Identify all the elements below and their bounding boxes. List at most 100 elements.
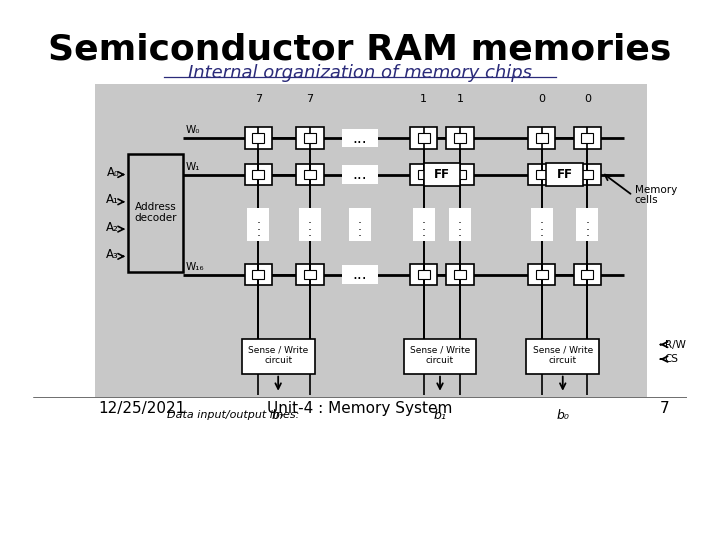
Text: FF: FF (557, 168, 572, 181)
Text: .: . (458, 213, 462, 226)
Text: .: . (540, 213, 544, 226)
Bar (418, 133, 430, 143)
Text: .: . (585, 213, 589, 226)
Text: CS: CS (665, 354, 678, 364)
Bar (574, 264, 601, 286)
Text: .: . (585, 226, 589, 239)
Bar (304, 170, 316, 179)
Bar (581, 170, 593, 179)
Text: .: . (422, 220, 426, 233)
Text: A₃: A₃ (107, 248, 119, 261)
Bar (128, 153, 183, 272)
Text: ...: ... (353, 267, 367, 282)
Bar (526, 339, 599, 374)
Text: cells: cells (634, 195, 658, 205)
Text: Address: Address (135, 202, 176, 212)
Text: .: . (422, 213, 426, 226)
Text: .: . (540, 220, 544, 233)
Text: .: . (256, 226, 260, 239)
Text: b₁: b₁ (433, 409, 446, 422)
Text: 7: 7 (660, 401, 669, 416)
Bar (252, 170, 264, 179)
Text: FF: FF (434, 168, 450, 181)
Text: Semiconductor RAM memories: Semiconductor RAM memories (48, 33, 672, 67)
Bar (304, 133, 316, 143)
Bar (531, 208, 553, 241)
Text: Sense / Write: Sense / Write (248, 346, 308, 354)
Text: 7: 7 (255, 94, 262, 104)
Bar (536, 269, 548, 280)
Bar (94, 84, 647, 397)
Bar (349, 208, 371, 241)
Text: R/W: R/W (665, 340, 685, 349)
Bar (297, 264, 323, 286)
Text: b₇: b₇ (271, 409, 284, 422)
Text: circuit: circuit (264, 356, 292, 366)
Bar (252, 269, 264, 280)
Bar (252, 133, 264, 143)
Text: .: . (358, 220, 362, 233)
Bar (245, 164, 272, 185)
Bar (536, 170, 548, 179)
Text: 1: 1 (456, 94, 464, 104)
Text: A₁: A₁ (106, 193, 119, 206)
Bar (454, 170, 466, 179)
Bar (418, 269, 430, 280)
Text: A₂: A₂ (107, 221, 119, 234)
Bar (342, 266, 378, 284)
Text: 12/25/2021: 12/25/2021 (98, 401, 185, 416)
Bar (342, 129, 378, 147)
Bar (581, 133, 593, 143)
Bar (297, 127, 323, 149)
Bar (410, 164, 437, 185)
Text: ...: ... (353, 167, 367, 182)
Bar (454, 269, 466, 280)
Bar (410, 264, 437, 286)
Text: 0: 0 (539, 94, 545, 104)
Bar (413, 208, 435, 241)
Text: 1: 1 (420, 94, 427, 104)
Bar (297, 164, 323, 185)
Text: .: . (540, 226, 544, 239)
Text: .: . (358, 213, 362, 226)
Bar (577, 208, 598, 241)
Text: circuit: circuit (549, 356, 577, 366)
Text: Sense / Write: Sense / Write (410, 346, 470, 354)
Bar (404, 339, 477, 374)
Text: Data input/output lines:: Data input/output lines: (167, 410, 300, 421)
Text: .: . (308, 220, 312, 233)
Text: .: . (308, 226, 312, 239)
Text: decoder: decoder (134, 213, 176, 223)
Text: 0: 0 (584, 94, 591, 104)
Text: 7: 7 (307, 94, 313, 104)
Bar (574, 164, 601, 185)
Text: .: . (458, 220, 462, 233)
Text: .: . (256, 213, 260, 226)
Text: b₀: b₀ (557, 409, 570, 422)
Text: W₁₆: W₁₆ (186, 262, 204, 272)
Text: ...: ... (353, 131, 367, 146)
Bar (449, 208, 471, 241)
Bar (454, 133, 466, 143)
Text: .: . (585, 220, 589, 233)
Bar (528, 264, 555, 286)
Bar (446, 127, 474, 149)
Bar (410, 127, 437, 149)
Bar (342, 165, 378, 184)
Text: .: . (422, 226, 426, 239)
Bar (245, 127, 272, 149)
Text: circuit: circuit (426, 356, 454, 366)
Bar (247, 208, 269, 241)
Bar (546, 163, 582, 186)
Bar (446, 164, 474, 185)
Bar (304, 269, 316, 280)
Bar (423, 163, 460, 186)
Text: .: . (458, 226, 462, 239)
Bar (581, 269, 593, 280)
Text: .: . (308, 213, 312, 226)
Text: .: . (256, 220, 260, 233)
Text: Memory: Memory (634, 185, 677, 195)
Text: Internal organization of memory chips: Internal organization of memory chips (188, 64, 532, 82)
Bar (245, 264, 272, 286)
Text: Sense / Write: Sense / Write (533, 346, 593, 354)
